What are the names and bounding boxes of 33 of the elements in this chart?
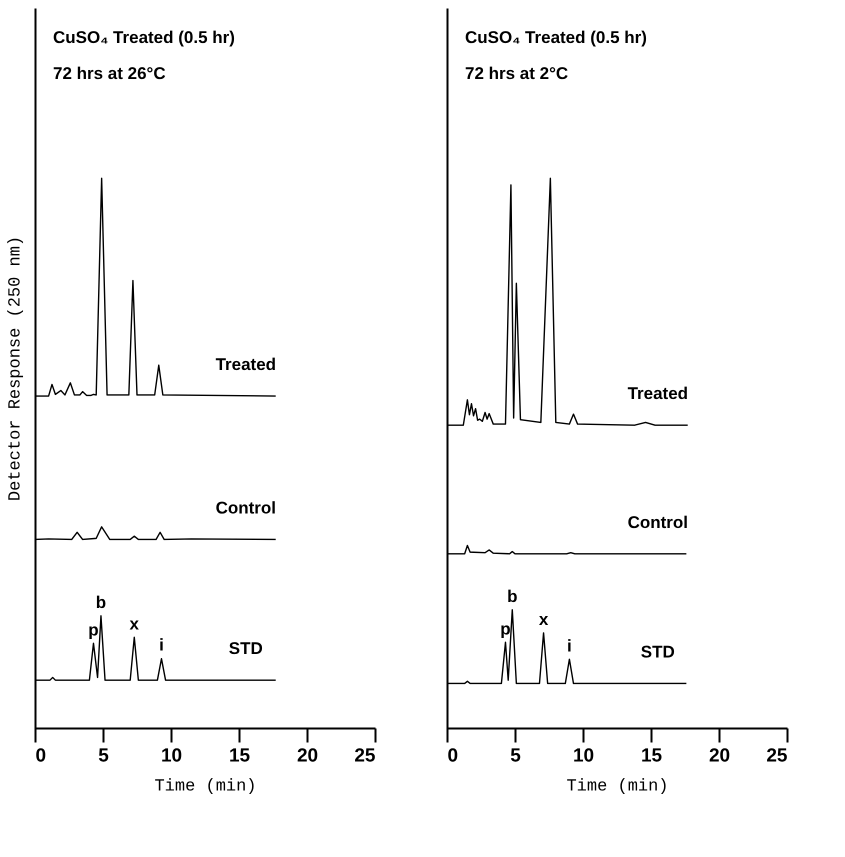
series-label: STD	[228, 639, 263, 658]
x-tick-label: 25	[354, 746, 376, 766]
series-label: Control	[216, 498, 276, 518]
x-axis-title: Time (min)	[566, 778, 669, 796]
annotation: b	[507, 586, 518, 606]
x-tick-label: 5	[510, 746, 522, 766]
chart-subtitle: 72 hrs at 2°C	[465, 64, 568, 83]
x-tick-label: 10	[572, 746, 594, 766]
annotation: p	[500, 619, 511, 638]
annotation: x	[538, 610, 549, 629]
x-tick-label: 5	[98, 746, 110, 766]
x-tick-label: 0	[36, 746, 46, 766]
annotation: x	[130, 614, 140, 634]
x-tick-label: 15	[640, 746, 662, 766]
x-tick-label: 20	[708, 746, 730, 766]
series-label: Treated	[628, 384, 688, 404]
annotation: i	[159, 636, 164, 655]
x-tick-label: 15	[228, 746, 250, 766]
series-label: Control	[628, 512, 688, 532]
series-label: STD	[640, 642, 675, 662]
series-label: Treated	[216, 355, 276, 374]
chart-title: CuSO₄ Treated (0.5 hr)	[53, 28, 235, 47]
annotation: p	[88, 620, 99, 640]
x-tick-label: 25	[766, 746, 788, 766]
x-axis-title: Time (min)	[154, 778, 257, 796]
annotation: b	[96, 592, 106, 612]
y-axis-title: Detector Response (250 nm)	[6, 236, 26, 502]
chart-title: CuSO₄ Treated (0.5 hr)	[465, 28, 647, 47]
annotation: i	[567, 636, 572, 656]
chart-subtitle: 72 hrs at 26°C	[53, 64, 166, 83]
x-tick-label: 20	[296, 746, 318, 766]
x-tick-label: 10	[160, 746, 182, 766]
x-tick-label: 0	[448, 746, 458, 766]
